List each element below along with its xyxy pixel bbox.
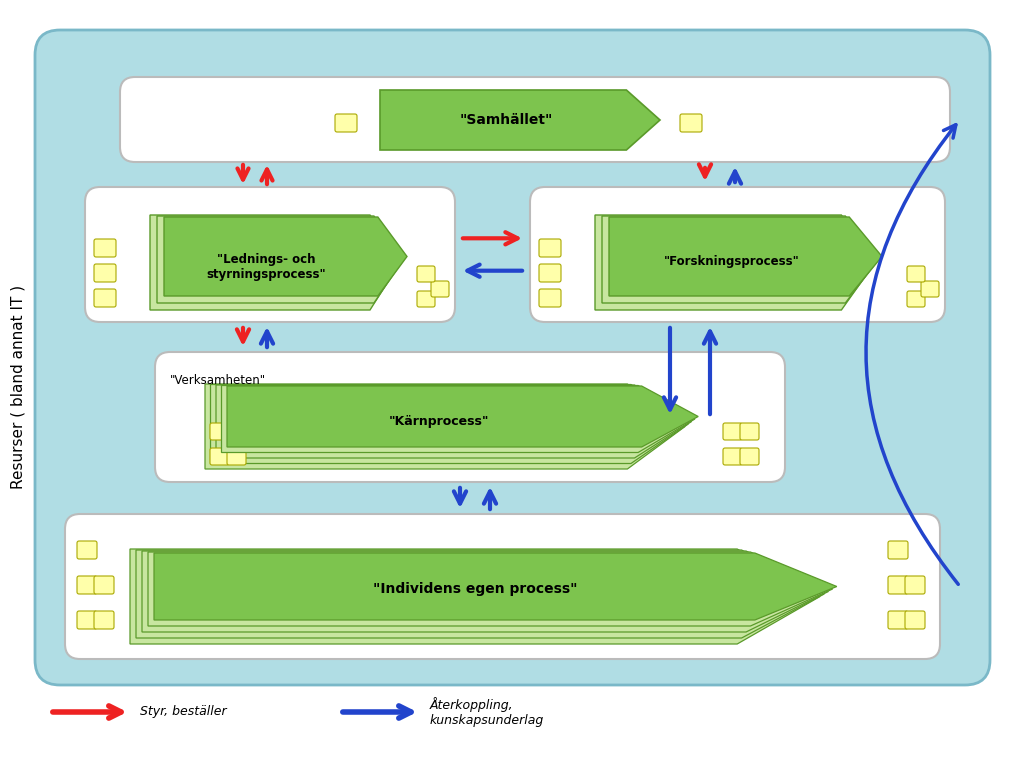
Text: "Forskningsprocess": "Forskningsprocess"	[664, 255, 800, 268]
Text: "Kärnprocess": "Kärnprocess"	[389, 416, 489, 429]
FancyBboxPatch shape	[680, 114, 702, 132]
Polygon shape	[157, 216, 403, 303]
FancyBboxPatch shape	[723, 448, 742, 465]
FancyBboxPatch shape	[77, 541, 97, 559]
FancyBboxPatch shape	[417, 291, 435, 307]
Polygon shape	[205, 384, 685, 469]
FancyBboxPatch shape	[94, 239, 116, 257]
Polygon shape	[609, 217, 882, 296]
FancyBboxPatch shape	[227, 423, 246, 440]
FancyBboxPatch shape	[120, 77, 950, 162]
Polygon shape	[211, 384, 688, 463]
Polygon shape	[221, 386, 695, 453]
Text: Styr, beställer: Styr, beställer	[140, 706, 226, 719]
FancyBboxPatch shape	[888, 611, 908, 629]
Polygon shape	[602, 216, 879, 303]
FancyBboxPatch shape	[905, 611, 925, 629]
Text: "Samhället": "Samhället"	[460, 113, 553, 127]
FancyBboxPatch shape	[77, 611, 97, 629]
FancyBboxPatch shape	[907, 291, 925, 307]
Polygon shape	[142, 551, 828, 632]
FancyBboxPatch shape	[921, 281, 939, 297]
Polygon shape	[380, 90, 660, 150]
FancyBboxPatch shape	[335, 114, 357, 132]
FancyBboxPatch shape	[94, 611, 114, 629]
FancyBboxPatch shape	[888, 576, 908, 594]
FancyBboxPatch shape	[907, 266, 925, 282]
Polygon shape	[216, 385, 691, 458]
Polygon shape	[227, 386, 698, 447]
FancyBboxPatch shape	[417, 266, 435, 282]
FancyBboxPatch shape	[740, 448, 759, 465]
FancyBboxPatch shape	[740, 423, 759, 440]
FancyBboxPatch shape	[77, 576, 97, 594]
FancyBboxPatch shape	[227, 448, 246, 465]
Polygon shape	[154, 553, 837, 620]
FancyBboxPatch shape	[888, 541, 908, 559]
FancyBboxPatch shape	[210, 423, 229, 440]
Polygon shape	[164, 217, 407, 296]
FancyBboxPatch shape	[94, 576, 114, 594]
FancyBboxPatch shape	[65, 514, 940, 659]
Polygon shape	[136, 550, 824, 638]
Text: "Lednings- och
styrningsprocess": "Lednings- och styrningsprocess"	[206, 253, 326, 281]
FancyBboxPatch shape	[431, 281, 449, 297]
Polygon shape	[150, 215, 400, 310]
Polygon shape	[595, 215, 874, 310]
Text: Återkoppling,
kunskapsunderlag: Återkoppling, kunskapsunderlag	[430, 697, 544, 727]
Text: "Verksamheten": "Verksamheten"	[170, 374, 266, 387]
FancyBboxPatch shape	[94, 264, 116, 282]
FancyBboxPatch shape	[210, 448, 229, 465]
Polygon shape	[148, 552, 833, 626]
FancyBboxPatch shape	[35, 30, 990, 685]
FancyBboxPatch shape	[155, 352, 785, 482]
FancyBboxPatch shape	[85, 187, 455, 322]
FancyBboxPatch shape	[723, 423, 742, 440]
FancyBboxPatch shape	[905, 576, 925, 594]
Text: Resurser ( bland annat IT ): Resurser ( bland annat IT )	[10, 285, 26, 489]
FancyBboxPatch shape	[94, 289, 116, 307]
FancyBboxPatch shape	[539, 264, 561, 282]
Polygon shape	[130, 549, 820, 644]
FancyBboxPatch shape	[539, 289, 561, 307]
FancyBboxPatch shape	[530, 187, 945, 322]
FancyBboxPatch shape	[539, 239, 561, 257]
Text: "Individens egen process": "Individens egen process"	[373, 582, 578, 596]
